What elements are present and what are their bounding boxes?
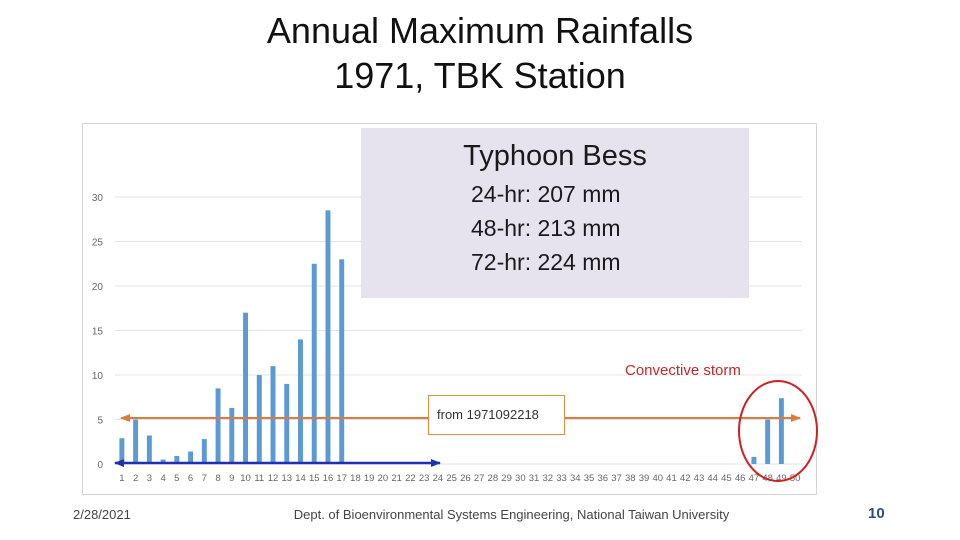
x-tick-label: 22: [405, 473, 416, 484]
x-tick-label: 19: [364, 473, 375, 484]
x-tick-label: 36: [597, 473, 608, 484]
x-tick-label: 44: [707, 473, 718, 484]
x-tick-label: 16: [323, 473, 334, 484]
bar: [778, 398, 784, 464]
typhoon-callout: Typhoon Bess 24-hr: 207 mm 48-hr: 213 mm…: [361, 128, 749, 298]
x-tick-label: 1: [119, 473, 124, 484]
x-tick-label: 2: [133, 473, 138, 484]
x-tick-label: 25: [446, 473, 457, 484]
x-tick-label: 39: [639, 473, 650, 484]
callout-72hr: 72-hr: 224 mm: [471, 249, 621, 275]
x-tick-label: 9: [229, 473, 234, 484]
start-time-box: from 1971092218: [428, 395, 565, 435]
callout-title: Typhoon Bess: [463, 140, 647, 172]
y-tick-label: 5: [97, 416, 103, 427]
y-tick-label: 15: [92, 327, 104, 338]
y-tick-label: 0: [97, 460, 103, 471]
bar: [215, 388, 221, 464]
bar: [243, 312, 249, 464]
footer-department: Dept. of Bioenvironmental Systems Engine…: [293, 507, 730, 522]
x-tick-label: 42: [680, 473, 691, 484]
bar: [188, 451, 194, 464]
slide-title-line2: 1971, TBK Station: [334, 55, 626, 96]
x-tick-label: 26: [460, 473, 471, 484]
x-tick-label: 11: [254, 473, 264, 484]
x-tick-label: 8: [215, 473, 220, 484]
x-tick-label: 13: [281, 473, 292, 484]
x-tick-label: 49: [776, 473, 787, 484]
x-tick-label: 27: [474, 473, 485, 484]
x-tick-label: 12: [268, 473, 279, 484]
bar: [325, 210, 331, 464]
x-tick-label: 50: [790, 473, 801, 484]
bar: [160, 459, 166, 464]
x-tick-label: 30: [515, 473, 526, 484]
callout-48hr: 48-hr: 213 mm: [471, 215, 621, 241]
page-number: 10: [868, 505, 885, 522]
x-tick-label: 35: [584, 473, 595, 484]
x-tick-label: 29: [501, 473, 512, 484]
x-tick-label: 20: [378, 473, 389, 484]
footer-date: 2/28/2021: [73, 507, 131, 522]
bar: [146, 435, 152, 464]
y-tick-label: 10: [92, 371, 104, 382]
bar: [311, 263, 317, 464]
bar: [751, 456, 757, 464]
x-tick-label: 4: [160, 473, 165, 484]
y-tick-label: 20: [92, 282, 104, 293]
x-tick-label: 23: [419, 473, 430, 484]
convective-storm-label: Convective storm: [625, 362, 741, 379]
x-tick-label: 38: [625, 473, 636, 484]
x-tick-label: 46: [735, 473, 746, 484]
x-tick-label: 6: [188, 473, 193, 484]
bar: [765, 419, 771, 464]
callout-24hr: 24-hr: 207 mm: [471, 181, 621, 207]
slide-title-line1: Annual Maximum Rainfalls: [266, 10, 694, 51]
x-tick-label: 15: [309, 473, 320, 484]
x-tick-label: 24: [433, 473, 444, 484]
bar: [174, 455, 180, 464]
x-tick-label: 32: [543, 473, 554, 484]
bar: [119, 438, 125, 464]
start-time-label: from 1971092218: [437, 407, 539, 422]
x-tick-label: 10: [240, 473, 251, 484]
x-tick-label: 3: [147, 473, 152, 484]
bar: [270, 366, 276, 464]
bar: [298, 339, 303, 464]
bar: [339, 259, 345, 464]
x-tick-label: 48: [762, 473, 773, 484]
x-tick-label: 31: [529, 473, 540, 484]
y-tick-label: 25: [92, 238, 104, 249]
x-tick-label: 18: [350, 473, 361, 484]
y-tick-label: 30: [92, 193, 104, 204]
bar: [133, 419, 139, 464]
x-tick-label: 45: [721, 473, 732, 484]
x-tick-label: 33: [556, 473, 567, 484]
x-tick-label: 47: [749, 473, 760, 484]
x-tick-label: 21: [391, 473, 402, 484]
x-tick-label: 41: [666, 473, 677, 484]
bar: [284, 383, 290, 464]
x-tick-label: 5: [174, 473, 179, 484]
x-tick-label: 14: [295, 473, 306, 484]
bar: [201, 439, 207, 464]
x-tick-label: 43: [694, 473, 705, 484]
x-tick-label: 28: [488, 473, 499, 484]
x-tick-label: 34: [570, 473, 581, 484]
bar: [229, 407, 235, 464]
x-tick-label: 37: [611, 473, 622, 484]
x-tick-label: 40: [652, 473, 663, 484]
x-tick-label: 17: [336, 473, 347, 484]
bar: [256, 375, 262, 464]
x-tick-label: 7: [202, 473, 207, 484]
